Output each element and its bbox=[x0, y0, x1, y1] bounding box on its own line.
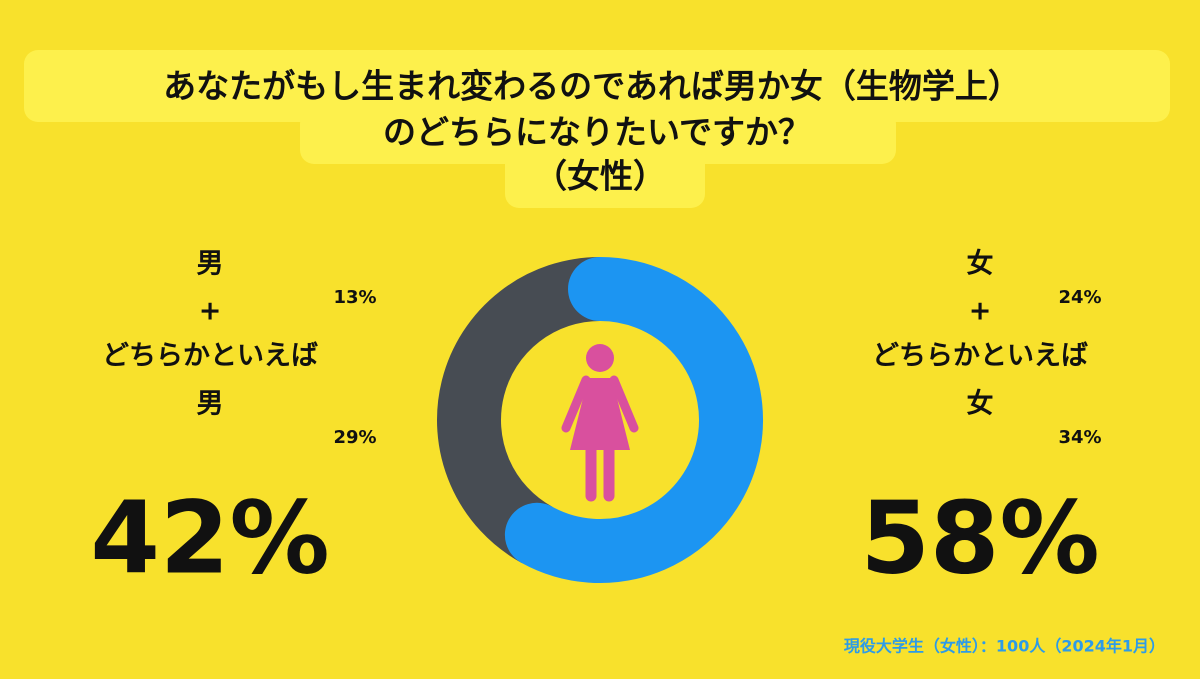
donut-segment bbox=[437, 257, 601, 563]
donut bbox=[437, 257, 763, 583]
icon-arm bbox=[609, 375, 639, 433]
group-label: + bbox=[969, 296, 992, 327]
note: 現役大学生（女性）：100人（2024年1月） bbox=[844, 637, 1165, 656]
title-line: のどちらになりたいですか？ bbox=[383, 113, 811, 152]
title-box bbox=[505, 150, 705, 208]
icon-head bbox=[586, 344, 614, 372]
group-label: どちらかといえば bbox=[872, 341, 1088, 372]
title-box bbox=[24, 50, 1170, 122]
group-label: 男 bbox=[197, 249, 224, 280]
group-label: 女 bbox=[967, 388, 994, 420]
title-box bbox=[300, 110, 896, 164]
icon-legs bbox=[585, 442, 615, 502]
part-label: 24% bbox=[1058, 287, 1101, 308]
total-label: 42% bbox=[90, 479, 329, 596]
title-line: （女性） bbox=[534, 157, 666, 196]
group-label: + bbox=[199, 296, 222, 327]
part-label: 29% bbox=[333, 427, 376, 448]
donut-segment bbox=[504, 257, 763, 583]
part-label: 34% bbox=[1058, 427, 1101, 448]
part-label: 13% bbox=[333, 287, 376, 308]
group-label: 女 bbox=[967, 248, 994, 280]
total-label: 58% bbox=[860, 479, 1099, 596]
group-label: 男 bbox=[197, 389, 224, 420]
icon-arm bbox=[561, 375, 591, 433]
female-icon bbox=[561, 344, 639, 502]
title-line: あなたがもし生まれ変わるのであれば男か女（生物学上） bbox=[163, 67, 1021, 106]
icon-dress bbox=[570, 378, 630, 450]
group-label: どちらかといえば bbox=[102, 341, 318, 372]
